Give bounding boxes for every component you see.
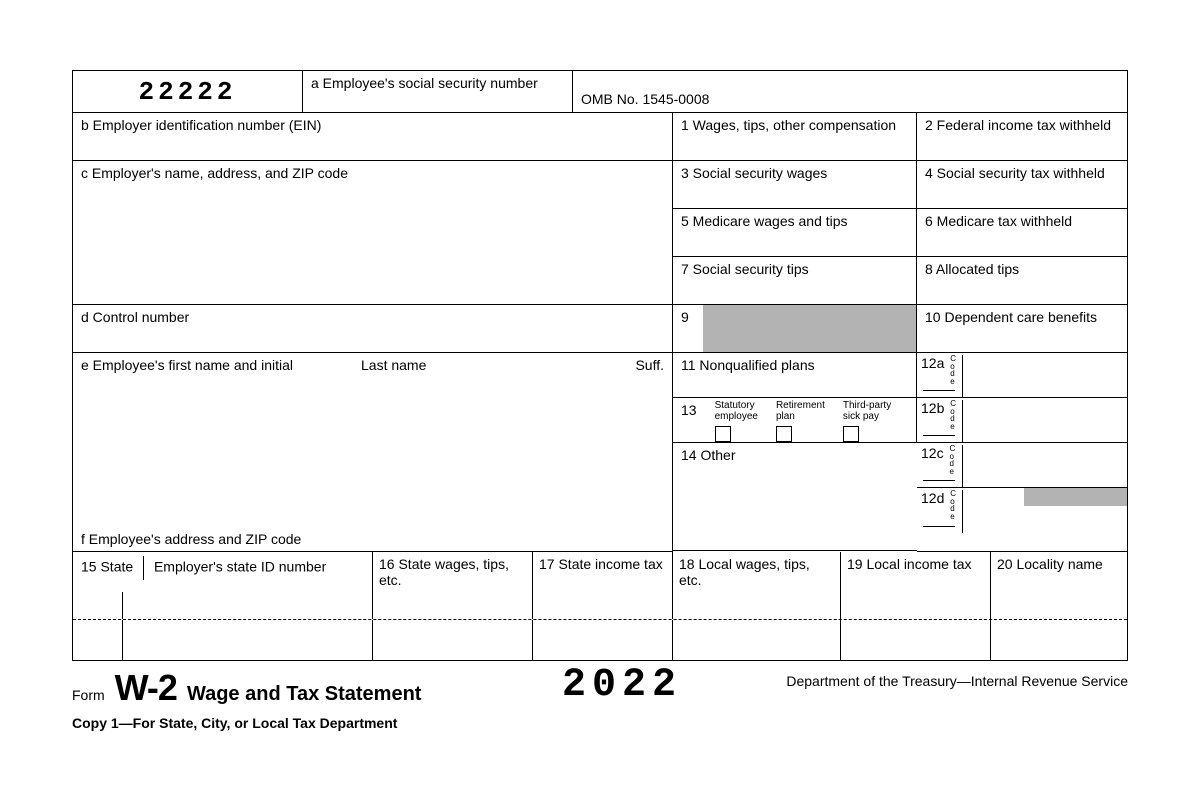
box-12c: 12c C o d e xyxy=(917,443,1127,488)
row-b: b Employer identification number (EIN) 1… xyxy=(73,113,1127,161)
form-number: 22222 xyxy=(81,77,294,107)
box-20: 20 Locality name xyxy=(991,552,1127,592)
form-footer: Form W-2 Wage and Tax Statement 2022 Dep… xyxy=(72,667,1128,709)
footer-w2: W-2 xyxy=(115,667,177,709)
box-19: 19 Local income tax xyxy=(841,552,991,592)
box-11: 11 Nonqualified plans xyxy=(673,353,917,398)
box-1: 1 Wages, tips, other compensation xyxy=(673,113,917,161)
box-d: d Control number xyxy=(73,305,673,353)
box-18: 18 Local wages, tips, etc. xyxy=(673,552,841,592)
box-15: 15 State Employer's state ID number xyxy=(73,552,373,592)
header-row: 22222 a Employee's social security numbe… xyxy=(73,71,1127,113)
footer-year: 2022 xyxy=(562,663,682,708)
checkbox-retirement[interactable] xyxy=(776,426,792,442)
row-d: d Control number 9 10 Dependent care ben… xyxy=(73,305,1127,353)
box-f: f Employee's address and ZIP code xyxy=(73,527,672,551)
omb-cell: OMB No. 1545-0008 xyxy=(573,71,1127,113)
footer-dept: Department of the Treasury—Internal Reve… xyxy=(786,673,1128,689)
box-2: 2 Federal income tax withheld xyxy=(917,113,1127,161)
box-14: 14 Other xyxy=(673,443,917,551)
checkbox-statutory[interactable] xyxy=(715,426,731,442)
box-c: c Employer's name, address, and ZIP code xyxy=(73,161,673,305)
state-header-row: 15 State Employer's state ID number 16 S… xyxy=(73,552,1127,592)
box-7: 7 Social security tips xyxy=(673,257,917,305)
state-data-row-2 xyxy=(73,620,1127,660)
row-c: c Employer's name, address, and ZIP code… xyxy=(73,161,1127,305)
row-ef: e Employee's first name and initial Last… xyxy=(73,353,1127,552)
box-10: 10 Dependent care benefits xyxy=(917,305,1127,353)
w2-form: 22222 a Employee's social security numbe… xyxy=(72,70,1128,661)
box-e: e Employee's first name and initial Last… xyxy=(73,353,672,527)
box-6: 6 Medicare tax withheld xyxy=(917,209,1127,257)
footer-form-word: Form xyxy=(72,687,105,703)
box-8: 8 Allocated tips xyxy=(917,257,1127,305)
box-12d: 12d C o d e xyxy=(917,488,1127,551)
box-9: 9 xyxy=(673,305,917,353)
box-a-label: a Employee's social security number xyxy=(303,71,573,113)
box-13: 13 Statutory employee Retirement plan Th… xyxy=(673,398,917,443)
box-5: 5 Medicare wages and tips xyxy=(673,209,917,257)
box-4: 4 Social security tax withheld xyxy=(917,161,1127,209)
box-b: b Employer identification number (EIN) xyxy=(73,113,673,161)
form-number-cell: 22222 xyxy=(73,71,303,113)
footer-statement: Wage and Tax Statement xyxy=(187,683,422,706)
state-data-row-1 xyxy=(73,592,1127,620)
checkbox-thirdparty[interactable] xyxy=(843,426,859,442)
box-3: 3 Social security wages xyxy=(673,161,917,209)
box-16: 16 State wages, tips, etc. xyxy=(373,552,533,592)
box-12a: 12a C o d e xyxy=(917,353,1127,398)
footer-copy: Copy 1—For State, City, or Local Tax Dep… xyxy=(72,715,1128,731)
box-17: 17 State income tax xyxy=(533,552,673,592)
box-12b: 12b C o d e xyxy=(917,398,1127,443)
